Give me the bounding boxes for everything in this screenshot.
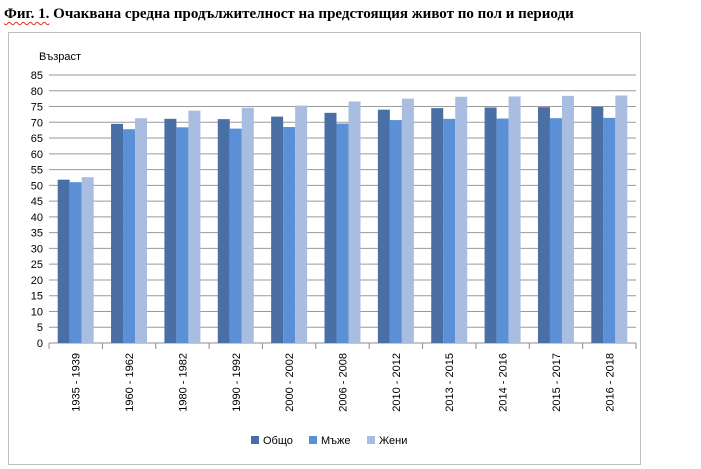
bar-men [176, 127, 189, 343]
bar-women [295, 105, 308, 343]
x-tick-label: 1960 - 1962 [124, 353, 136, 412]
bar-men [389, 120, 402, 343]
legend: Общо Мъже Жени [251, 435, 407, 447]
y-tick-label: 30 [31, 243, 43, 255]
chart-frame: Възраст 0 5 10 15 20 25 30 35 40 45 50 55 60 65 70 75 80… [8, 32, 641, 465]
bar-total [431, 108, 444, 343]
legend-swatch [309, 436, 317, 444]
y-axis-ticks: 0 5 10 15 20 25 30 35 40 45 50 55 60 65 70 75 80 85 [31, 70, 43, 350]
x-tick-label: 2016 - 2018 [604, 353, 616, 412]
legend-label: Общо [263, 435, 293, 447]
y-tick-label: 55 [31, 165, 43, 177]
x-axis: 1935 - 1939 1960 - 1962 1980 - 1982 1990 - … [48, 343, 637, 412]
y-tick-label: 75 [31, 102, 43, 114]
figure-label: Фиг. 1. [4, 6, 50, 22]
y-tick-label: 0 [37, 338, 43, 350]
y-tick-label: 25 [31, 259, 43, 271]
x-tick-label: 1990 - 1992 [231, 353, 243, 412]
bar-women [241, 107, 254, 343]
bar-men [443, 118, 456, 343]
y-tick-label: 85 [31, 70, 43, 82]
bar-total [537, 107, 550, 343]
y-tick-label: 50 [31, 180, 43, 192]
x-tick-label: 2015 - 2017 [551, 353, 563, 412]
bar-men [603, 117, 616, 343]
bar-men [229, 128, 242, 343]
y-tick-label: 20 [31, 275, 43, 287]
x-tick-label: 1980 - 1982 [177, 353, 189, 412]
legend-label: Мъже [321, 435, 351, 447]
y-tick-label: 5 [37, 322, 43, 334]
bar-men [283, 127, 296, 343]
bar-total [271, 116, 284, 343]
x-tick-label: 2006 - 2008 [338, 353, 350, 412]
legend-swatch [367, 436, 375, 444]
bar-total [324, 112, 337, 343]
bar-women [561, 95, 574, 343]
bar-total [164, 118, 177, 343]
bars [57, 95, 628, 344]
bar-women [348, 101, 361, 343]
legend-label: Жени [379, 435, 407, 447]
x-tick-label: 2013 - 2015 [444, 353, 456, 412]
y-tick-label: 40 [31, 212, 43, 224]
bar-total [484, 107, 497, 343]
bar-women [188, 110, 201, 343]
figure-title: Фиг. 1. Очаквана средна продължителност … [4, 6, 574, 23]
y-tick-label: 15 [31, 291, 43, 303]
legend-swatch [251, 436, 259, 444]
bar-men [69, 182, 82, 343]
bar-women [401, 98, 414, 343]
bar-women [508, 96, 521, 343]
bar-men [336, 123, 349, 343]
bar-total [377, 109, 390, 344]
bar-total [591, 106, 604, 344]
bar-total [111, 123, 124, 343]
y-tick-label: 35 [31, 228, 43, 240]
bar-men [496, 118, 509, 343]
x-tick-label: 2014 - 2016 [498, 353, 510, 412]
y-tick-label: 80 [31, 86, 43, 98]
y-tick-label: 65 [31, 133, 43, 145]
y-tick-label: 70 [31, 117, 43, 129]
y-tick-label: 10 [31, 306, 43, 318]
x-tick-label: 2000 - 2002 [284, 353, 296, 412]
bar-women [81, 177, 94, 343]
y-axis-label: Възраст [39, 51, 81, 63]
x-tick-label: 2010 - 2012 [391, 353, 403, 412]
bar-women [615, 95, 628, 344]
bar-total [217, 119, 230, 343]
bar-men [123, 129, 136, 343]
y-tick-label: 60 [31, 149, 43, 161]
figure-title-text: Очаквана средна продължителност на предс… [53, 6, 574, 22]
x-tick-label: 1935 - 1939 [71, 353, 83, 412]
bar-total [57, 179, 70, 343]
bar-men [549, 118, 562, 343]
y-tick-label: 45 [31, 196, 43, 208]
bar-women [135, 118, 148, 343]
bar-women [455, 96, 468, 343]
life-expectancy-bar-chart: Възраст 0 5 10 15 20 25 30 35 40 45 50 55 60 65 70 75 80… [31, 51, 637, 447]
